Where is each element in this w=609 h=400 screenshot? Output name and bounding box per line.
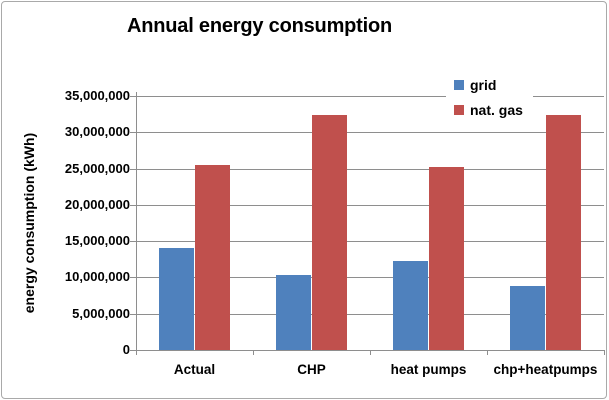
y-axis-tick: [130, 96, 136, 97]
gridline: [136, 313, 604, 315]
gridline: [136, 204, 604, 206]
gridline: [136, 132, 604, 134]
y-axis-tick: [130, 204, 136, 206]
y-axis-line: [136, 92, 137, 355]
y-axis-tick: [130, 168, 136, 170]
x-axis-tick: [253, 350, 254, 355]
gridline: [136, 168, 604, 170]
y-axis-tick-label: 30,000,000: [64, 124, 130, 140]
x-axis-tick: [136, 350, 137, 355]
y-axis-tick: [130, 350, 136, 351]
y-axis-tick-label: 15,000,000: [64, 233, 130, 249]
y-axis-tick: [130, 241, 136, 243]
y-axis-tick: [130, 277, 136, 279]
legend-item-grid: grid: [454, 78, 523, 92]
x-axis-category-label: chp+heatpumps: [493, 362, 598, 377]
y-axis-tick-label: 35,000,000: [64, 88, 130, 103]
y-axis-tick-label: 5,000,000: [72, 305, 130, 321]
chart-title: Annual energy consumption: [127, 15, 393, 37]
y-axis-tick-label: 10,000,000: [64, 269, 130, 285]
gridline: [136, 96, 604, 97]
x-axis-tick: [487, 350, 488, 355]
x-axis-tick: [604, 350, 605, 355]
gridline: [136, 277, 604, 279]
bar-grid-chp-heatpumps: [510, 286, 546, 350]
legend-item-nat-gas: nat. gas: [454, 103, 523, 117]
y-axis-tick: [130, 132, 136, 134]
x-axis-tick: [370, 350, 371, 355]
y-axis-tick-label: 0: [122, 342, 130, 357]
x-axis-category-label: heat pumps: [390, 362, 467, 377]
gridline: [136, 241, 604, 243]
bar-nat-gas-chp-heatpumps: [545, 115, 581, 350]
x-axis-category-label: CHP: [297, 362, 326, 377]
y-axis-tick-label: 25,000,000: [64, 160, 130, 176]
bar-nat-gas-Actual: [194, 165, 230, 350]
bar-nat-gas-heat-pumps: [428, 167, 464, 350]
bar-grid-heat-pumps: [393, 261, 429, 350]
y-axis-tick-label: 20,000,000: [64, 196, 130, 212]
bar-nat-gas-CHP: [311, 115, 347, 350]
bar-grid-CHP: [276, 275, 312, 350]
y-axis-tick: [130, 313, 136, 315]
legend: grid nat. gas: [446, 72, 533, 125]
legend-label-grid: grid: [470, 77, 497, 93]
x-axis-category-label: Actual: [173, 362, 216, 377]
legend-label-nat-gas: nat. gas: [470, 102, 523, 118]
bar-grid-Actual: [159, 248, 195, 350]
grid-series-swatch-icon: [454, 80, 464, 90]
nat-gas-series-swatch-icon: [454, 105, 464, 115]
